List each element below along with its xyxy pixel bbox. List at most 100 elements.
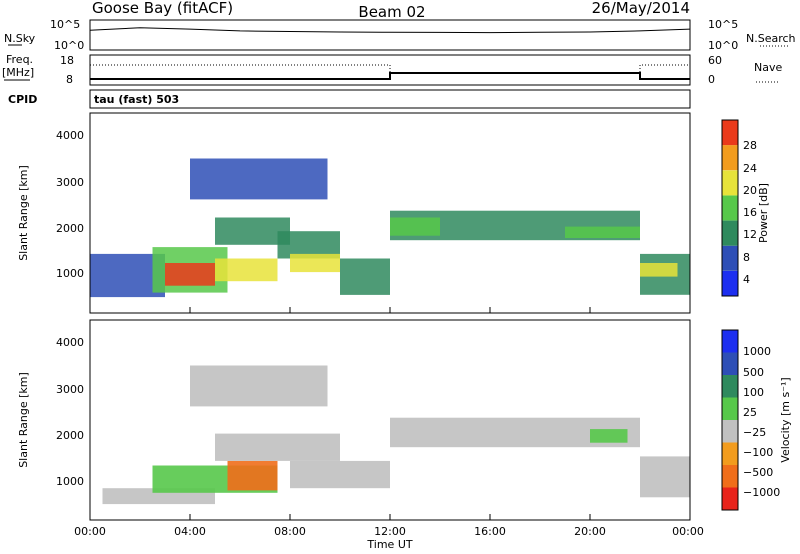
power-colorbar-swatch-0: [722, 270, 738, 296]
velocity-colorbar-swatch-1: [722, 352, 738, 375]
nave-label: Nave: [754, 61, 782, 74]
velocity-heatmap-cells: [102, 365, 690, 505]
velocity-colorbar-swatch-0: [722, 330, 738, 353]
velocity-ylabel: Slant Range [km]: [17, 372, 30, 468]
power-cbar-tick-8: 8: [743, 251, 750, 264]
velocity-colorbar-swatch-2: [722, 375, 738, 398]
noise-search-label: N.Search: [746, 32, 796, 45]
velocity-colorbar-swatch-6: [722, 465, 738, 488]
power-region-7: [340, 258, 390, 295]
velocity-cbar-tick-1000: 1000: [743, 345, 771, 358]
power-region-2: [165, 263, 215, 286]
freq-label-line1: Freq.: [6, 53, 33, 66]
freq-left-tick-bottom: 8: [66, 73, 73, 86]
power-cbar-tick-12: 12: [743, 228, 757, 241]
power-colorbar-swatch-5: [722, 145, 738, 171]
power-colorbar-frame: [721, 119, 739, 297]
noise-panel: N.Sky 10^5 10^0 10^5 10^0 N.Search: [4, 18, 796, 52]
x-tick-0400: 04:00: [174, 525, 206, 538]
beam-title: Beam 02: [358, 3, 425, 21]
power-cbar-tick-24: 24: [743, 162, 757, 175]
velocity-colorbar-swatch-7: [722, 487, 738, 510]
x-tick-0800: 08:00: [274, 525, 306, 538]
velocity-cbar-tick-500: 500: [743, 366, 764, 379]
power-colorbar-swatch-1: [722, 245, 738, 271]
velocity-region-6: [590, 429, 628, 443]
date-title: 26/May/2014: [592, 0, 690, 17]
noise-frame: [89, 19, 691, 51]
noise-left-tick-top: 10^5: [50, 18, 80, 31]
velocity-colorbar-label: Velocity [m s⁻¹]: [779, 377, 792, 462]
velocity-region-3: [215, 433, 340, 461]
power-colorbar-swatch-6: [722, 120, 738, 146]
power-region-6: [290, 253, 340, 273]
noise-right-tick-bottom: 10^0: [708, 39, 738, 52]
cpid-value: tau (fast) 503: [94, 93, 179, 106]
power-ytick-4000: 4000: [56, 129, 84, 142]
velocity-region-7: [640, 456, 690, 498]
power-colorbar-swatch-2: [722, 220, 738, 246]
x-axis-label: Time UT: [366, 538, 412, 551]
power-ylabel: Slant Range [km]: [17, 165, 30, 261]
power-ytick-3000: 3000: [56, 176, 84, 189]
velocity-colorbar-swatch-4: [722, 420, 738, 443]
velocity-region-8: [190, 365, 328, 407]
velocity-colorbar-swatch-3: [722, 397, 738, 420]
power-ytick-1000: 1000: [56, 267, 84, 280]
power-region-12: [640, 263, 678, 277]
power-region-9: [390, 217, 440, 236]
velocity-cbar-tick-neg100: −100: [743, 446, 773, 459]
power-region-13: [190, 158, 328, 200]
velocity-colorbar: [721, 329, 739, 511]
x-tick-2000: 20:00: [574, 525, 606, 538]
velocity-region-2: [227, 460, 278, 491]
nave-right-tick-bottom: 0: [708, 73, 715, 86]
x-tick-1200: 12:00: [374, 525, 406, 538]
power-cbar-tick-4: 4: [743, 273, 750, 286]
cpid-frame: [89, 89, 691, 109]
freq-frame: [89, 54, 691, 86]
power-colorbar-swatch-3: [722, 195, 738, 221]
power-region-10: [565, 226, 640, 238]
noise-right-tick-top: 10^5: [708, 18, 738, 31]
velocity-panel: Slant Range [km] 4000 3000 2000 1000 Vel…: [17, 319, 792, 521]
velocity-colorbar-frame: [721, 329, 739, 511]
power-cbar-tick-20: 20: [743, 184, 757, 197]
station-title: Goose Bay (fitACF): [92, 0, 233, 17]
power-cbar-tick-28: 28: [743, 139, 757, 152]
nave-series-line: [90, 64, 690, 73]
x-tick-2400: 00:00: [672, 525, 704, 538]
freq-label-line2: [MHz]: [2, 66, 34, 79]
velocity-ytick-1000: 1000: [56, 475, 84, 488]
power-colorbar-label: Power [dB]: [757, 183, 770, 243]
power-panel: Slant Range [km] 4000 3000 2000 1000 Pow…: [17, 112, 770, 314]
velocity-cbar-tick-neg25: −25: [743, 426, 766, 439]
nave-right-tick-top: 60: [708, 54, 722, 67]
freq-series-line: [90, 72, 690, 80]
noise-left-tick-bottom: 10^0: [54, 39, 84, 52]
velocity-cbar-tick-neg1000: −1000: [743, 486, 780, 499]
freq-left-tick-top: 18: [60, 54, 74, 67]
noise-sky-label: N.Sky: [4, 32, 36, 45]
power-colorbar-swatch-4: [722, 170, 738, 196]
power-cbar-tick-16: 16: [743, 206, 757, 219]
x-tick-0000: 00:00: [74, 525, 106, 538]
velocity-ytick-2000: 2000: [56, 429, 84, 442]
velocity-cbar-tick-25: 25: [743, 406, 757, 419]
x-axis-ticks: [89, 307, 691, 520]
velocity-colorbar-swatch-5: [722, 442, 738, 465]
velocity-ytick-4000: 4000: [56, 336, 84, 349]
velocity-cbar-tick-neg500: −500: [743, 466, 773, 479]
noise-sky-series-line: [89, 27, 691, 34]
power-heatmap-cells: [90, 158, 690, 298]
power-colorbar: [721, 119, 739, 297]
velocity-ytick-3000: 3000: [56, 383, 84, 396]
power-region-3: [215, 258, 278, 282]
velocity-region-4: [290, 460, 390, 489]
x-tick-1600: 16:00: [474, 525, 506, 538]
power-ytick-2000: 2000: [56, 222, 84, 235]
cpid-panel: CPID tau (fast) 503: [8, 89, 691, 109]
freq-panel: Freq. [MHz] 18 8 60 0 Nave: [2, 53, 782, 86]
cpid-label: CPID: [8, 93, 37, 106]
